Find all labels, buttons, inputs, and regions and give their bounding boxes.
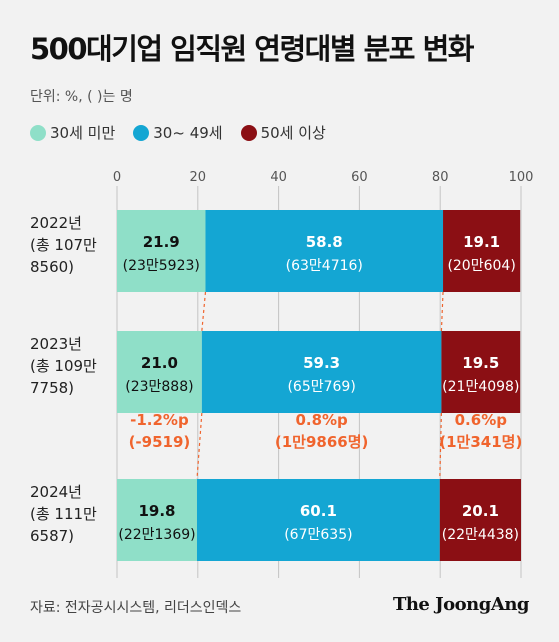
x-tick-label-80: 80 [432, 170, 449, 185]
source-note: 자료: 전자공시시스템, 리더스인덱스 [30, 600, 242, 616]
bar-under-30-2 [117, 479, 197, 561]
change-label-30-49: 0.8%p [295, 411, 348, 429]
count-label-under-30-1: (23만888) [125, 379, 193, 395]
count-label-30-49-1: (65만769) [287, 379, 355, 395]
category-label-1-line-2: 7758) [30, 379, 74, 397]
value-label-30-49-2: 60.1 [300, 502, 337, 520]
category-label-1-line-0: 2023년 [30, 335, 82, 353]
legend-label-under-30: 30세 미만 [50, 124, 116, 142]
x-tick-label-20: 20 [190, 170, 207, 185]
legend-item-under-30: 30세 미만 [30, 122, 115, 143]
x-tick-label-40: 40 [270, 170, 287, 185]
category-label-2-line-2: 6587) [30, 527, 74, 545]
legend-label-30-49: 30~ 49세 [153, 124, 223, 142]
legend: 30세 미만 30~ 49세 50세 이상 [30, 122, 344, 143]
x-tick-label-60: 60 [351, 170, 368, 185]
value-label-under-30-0: 21.9 [143, 233, 180, 251]
connector-2023-2024-1 [439, 412, 443, 480]
unit-note: 단위: %, ( )는 명 [30, 89, 133, 105]
category-label-0-line-2: 8560) [30, 258, 74, 276]
count-label-50-plus-1: (21만4098) [442, 379, 519, 395]
bar-under-30-1 [117, 331, 202, 413]
legend-swatch-30-49 [133, 124, 150, 141]
legend-item-50-plus: 50세 이상 [240, 122, 326, 143]
bar-under-30-0 [117, 210, 206, 292]
bar-30-49-0 [205, 210, 444, 292]
count-label-30-49-0: (63만4716) [286, 258, 363, 274]
connector-2022-2023-1 [440, 291, 444, 332]
change-count-30-49: (1만9866명) [275, 433, 369, 451]
legend-item-30-49: 30~ 49세 [133, 122, 223, 143]
value-label-50-plus-1: 19.5 [462, 354, 499, 372]
count-label-under-30-2: (22만1369) [118, 527, 195, 543]
legend-label-50-plus: 50세 이상 [260, 124, 326, 142]
connector-2023-2024-0 [196, 412, 203, 480]
connector-2022-2023-0 [201, 291, 207, 332]
value-label-30-49-0: 58.8 [306, 233, 343, 251]
x-tick-label-0: 0 [113, 170, 121, 185]
change-label-50-plus: 0.6%p [455, 411, 508, 429]
count-label-50-plus-2: (22만4438) [442, 527, 519, 543]
bar-50-plus-2 [439, 479, 521, 561]
category-label-2-line-0: 2024년 [30, 483, 82, 501]
change-count-50-plus: (1만341명) [439, 433, 522, 451]
change-count-under-30: (-9519) [129, 433, 191, 451]
value-label-30-49-1: 59.3 [303, 354, 340, 372]
category-label-0-line-1: (총 107만 [30, 236, 97, 254]
category-label-2-line-1: (총 111만 [30, 505, 97, 523]
bar-30-49-1 [201, 331, 442, 413]
value-label-50-plus-2: 20.1 [462, 502, 499, 520]
x-tick-label-100: 100 [509, 170, 534, 185]
bar-30-49-2 [196, 479, 440, 561]
count-label-under-30-0: (23만5923) [123, 258, 200, 274]
legend-swatch-under-30 [30, 124, 46, 141]
bar-50-plus-1 [441, 331, 521, 413]
value-label-50-plus-0: 19.1 [463, 233, 500, 251]
category-label-1-line-1: (총 109만 [30, 357, 97, 375]
category-label-0-line-0: 2022년 [30, 214, 82, 232]
legend-swatch-50-plus [240, 124, 257, 141]
value-label-under-30-2: 19.8 [138, 502, 175, 520]
count-label-50-plus-0: (20만604) [447, 258, 515, 274]
brand-logo: The JoongAng [392, 594, 530, 615]
change-label-under-30: -1.2%p [130, 411, 189, 429]
value-label-under-30-1: 21.0 [141, 354, 178, 372]
count-label-30-49-2: (67만635) [284, 527, 352, 543]
bar-50-plus-0 [443, 210, 521, 292]
chart-title: 500대기업 임직원 연령대별 분포 변화 [30, 32, 474, 66]
